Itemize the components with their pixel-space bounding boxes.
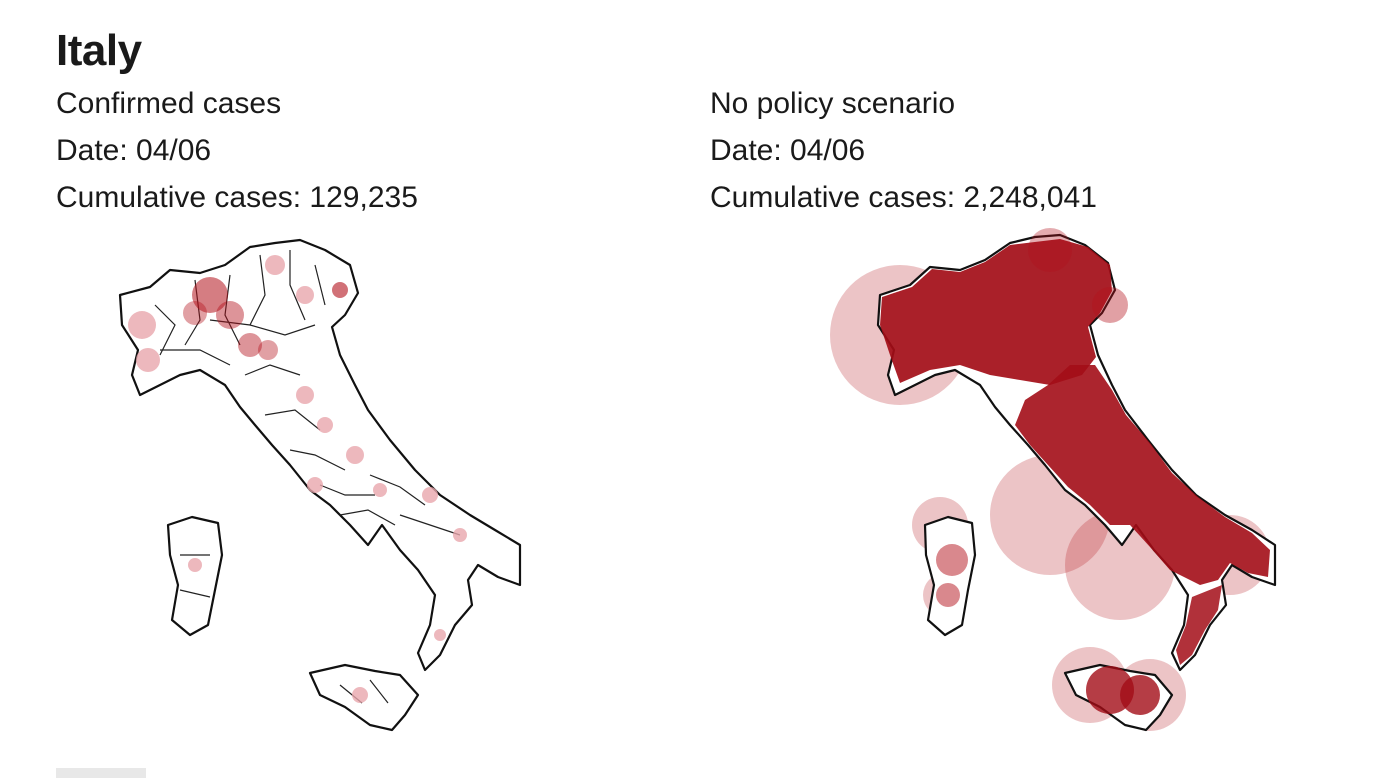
scenario-bubble	[936, 544, 968, 576]
case-bubble	[296, 386, 314, 404]
case-bubble	[258, 340, 278, 360]
case-bubble	[317, 417, 333, 433]
italy-outline	[118, 238, 522, 732]
case-bubble	[188, 558, 202, 572]
left-panel-date: Date: 04/06	[56, 134, 212, 167]
case-bubble	[136, 348, 160, 372]
case-bubbles	[128, 255, 467, 703]
scenario-fill-south	[1176, 585, 1222, 665]
case-bubble	[307, 477, 323, 493]
right-panel-date: Date: 04/06	[710, 134, 866, 167]
case-bubble	[332, 282, 348, 298]
case-bubble	[296, 286, 314, 304]
left-panel-subtitle: Confirmed cases	[56, 87, 282, 120]
right-panel-cumulative: Cumulative cases: 2,248,041	[710, 181, 1097, 214]
case-bubble	[192, 277, 228, 313]
case-bubble	[422, 487, 438, 503]
province-borders	[154, 250, 461, 704]
case-bubble	[128, 311, 156, 339]
case-bubble	[373, 483, 387, 497]
bottom-edge-divider	[56, 768, 1356, 778]
confirmed-cases-map	[118, 238, 522, 732]
scenario-fill-center	[1015, 365, 1270, 585]
scenario-bubble	[936, 583, 960, 607]
scenario-bubbles-front	[880, 228, 1270, 715]
scenario-bubble	[1028, 228, 1072, 272]
scenario-fill-north	[880, 239, 1112, 385]
right-panel-header: No policy scenario Date: 04/06 Cumulativ…	[710, 80, 1097, 221]
right-panel-subtitle: No policy scenario	[710, 87, 956, 120]
left-panel-cumulative: Cumulative cases: 129,235	[56, 181, 418, 214]
case-bubble	[265, 255, 285, 275]
case-bubble	[434, 629, 446, 641]
page-title: Italy	[56, 26, 142, 75]
case-bubble	[453, 528, 467, 542]
case-bubble	[183, 301, 207, 325]
scenario-bubble	[1092, 287, 1128, 323]
case-bubble	[238, 333, 262, 357]
scenario-bubble	[1120, 675, 1160, 715]
case-bubble	[346, 446, 364, 464]
left-panel-header: Confirmed cases Date: 04/06 Cumulative c…	[56, 80, 418, 221]
case-bubble	[216, 301, 244, 329]
no-policy-scenario-map	[830, 228, 1277, 732]
case-bubble	[352, 687, 368, 703]
